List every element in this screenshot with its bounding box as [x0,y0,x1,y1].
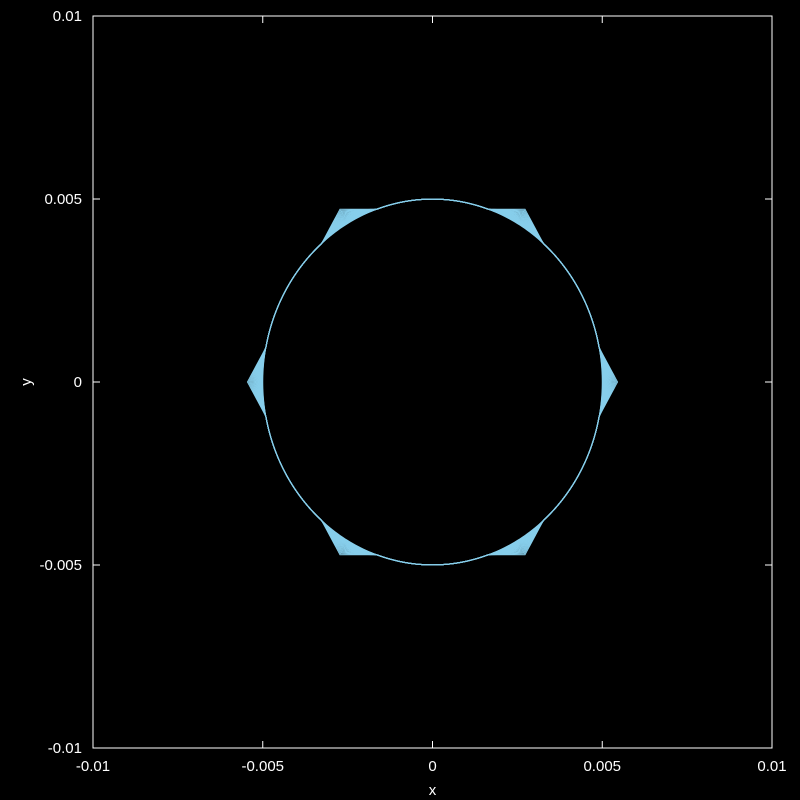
curve-family [246,198,619,566]
curve-line [260,198,605,566]
curve-line [248,198,617,566]
curve-line [250,198,615,566]
y-tick-label: 0.01 [53,8,82,25]
x-tick-label: -0.01 [76,758,110,775]
curve-line [261,198,604,566]
curve-line [262,198,603,566]
x-axis: -0.01 -0.005 0 0.005 0.01 [76,16,787,775]
curve-line [249,198,616,566]
curve-line [253,198,612,566]
curve-line [252,198,613,566]
y-tick-label: -0.01 [48,740,82,757]
plot-frame [92,15,773,749]
x-tick-label: 0.01 [757,758,786,775]
y-tick-label: -0.005 [39,557,82,574]
x-axis-label: x [429,782,437,799]
curve-line [256,198,609,566]
y-tick-label: 0 [74,374,82,391]
curve-line [259,198,606,566]
y-axis: -0.01 -0.005 0 0.005 0.01 [39,8,772,757]
curve-line [255,198,610,566]
x-tick-label: 0 [428,758,436,775]
y-axis-label: y [18,378,35,386]
curve-line [259,198,606,566]
curve-line [261,198,604,566]
curve-line [251,198,614,566]
x-tick-label: -0.005 [241,758,284,775]
x-tick-label: 0.005 [583,758,621,775]
curve-line [246,198,619,566]
curve-line [260,198,605,566]
curve-line [257,198,608,566]
curve-line [256,198,609,566]
curve-line [254,198,611,566]
y-tick-label: 0.005 [44,191,82,208]
curve-line [258,198,607,566]
